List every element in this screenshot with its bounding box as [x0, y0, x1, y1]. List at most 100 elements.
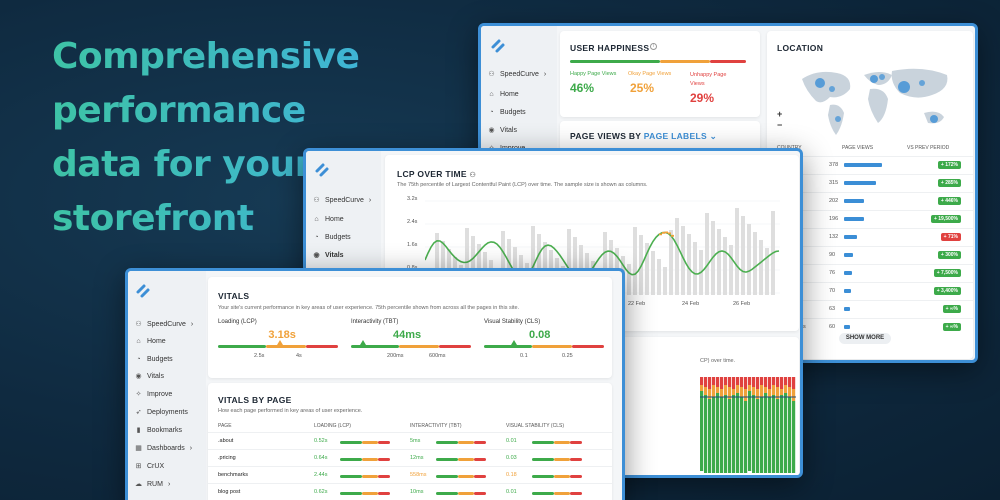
sample-column [471, 236, 475, 295]
col-page: PAGE [218, 423, 232, 429]
table-row[interactable]: .pricing 0.64s 12ms 0.03 [208, 449, 612, 465]
sidebar-item-budgets[interactable]: ◔ Budgets [135, 356, 172, 363]
users-icon: ⚇ [488, 71, 495, 78]
sidebar-item-home[interactable]: ⌂ Home [313, 216, 344, 223]
x-tick: 26 Feb [733, 301, 751, 307]
sample-column [603, 232, 607, 295]
sidebar-item-vitals[interactable]: ◉ Vitals [488, 127, 517, 134]
table-row[interactable]: .about 0.52s 5ms 0.01 [208, 432, 612, 448]
page-views-bar [844, 235, 857, 239]
chevron-down-icon[interactable]: ⌄ [706, 131, 718, 141]
zoom-out-button[interactable]: − [777, 120, 783, 130]
sidebar-item-budgets[interactable]: ◔ Budgets [488, 109, 525, 116]
change-badge: + 7,500% [933, 269, 961, 277]
sidebar-item-bookmarks[interactable]: ▮ Bookmarks [135, 427, 182, 434]
sample-column [531, 226, 535, 295]
sidebar-item-home[interactable]: ⌂ Home [135, 338, 165, 345]
stack-segment [712, 397, 716, 473]
stack-segment [768, 377, 772, 389]
rum-icon: ☁ [135, 481, 142, 488]
sample-column [675, 218, 679, 295]
sidebar-item-speedcurve[interactable]: ⚇ SpeedCurve › [313, 197, 371, 204]
sidebar-item-rum[interactable]: ☁ RUM › [135, 481, 170, 488]
sidebar-item-speedcurve[interactable]: ⚇ SpeedCurve › [135, 321, 193, 328]
tbt-mini-scale [436, 441, 486, 444]
sidebar-item-deployments[interactable]: ➶ Deployments [135, 409, 188, 416]
metric-scale [218, 345, 338, 348]
sidebar-item-label: Dashboards [147, 445, 185, 452]
sidebar-item-crux[interactable]: ⊞ CrUX [135, 463, 165, 470]
page-views-value: 63 [829, 306, 836, 312]
stack-segment [748, 377, 752, 385]
sidebar-item-speedcurve[interactable]: ⚇ SpeedCurve › [488, 71, 546, 78]
stack-segment [760, 377, 764, 385]
stack-segment [712, 385, 716, 397]
sample-column [723, 237, 727, 295]
stack-segment [792, 389, 796, 401]
vitals-by-page-title: VITALS BY PAGE [218, 395, 292, 405]
page-labels-dropdown[interactable]: PAGE LABELS [643, 131, 707, 141]
table-row[interactable]: benchmarks 2.44s 558ms 0.18 [208, 466, 612, 482]
stack-segment [732, 377, 736, 389]
sample-column [645, 243, 649, 295]
sample-column [765, 248, 769, 295]
stack-segment [724, 395, 728, 473]
sidebar-item-home[interactable]: ⌂ Home [488, 91, 518, 98]
lcp-value: 0.52s [314, 438, 328, 444]
good-segment [436, 458, 458, 461]
stack-segment [736, 385, 740, 393]
chevron-right-icon: › [543, 71, 547, 78]
sidebar-item-dashboards[interactable]: ▦ Dashboards › [135, 445, 192, 452]
show-more-button[interactable]: SHOW MORE [839, 333, 891, 344]
sidebar-item-label: SpeedCurve [325, 197, 364, 204]
stack-segment [752, 377, 756, 387]
sidebar-item-improve[interactable]: ✧ Improve [135, 391, 173, 398]
stack-segment [752, 395, 756, 473]
sidebar-item-budgets[interactable]: ◔ Budgets [313, 234, 350, 241]
sidebar-item-label: Deployments [147, 409, 188, 416]
lcp-subtitle: The 75th percentile of Largest Contentfu… [397, 182, 648, 188]
sample-column [705, 213, 709, 295]
chevron-right-icon: › [189, 445, 193, 452]
vitals-icon: ◉ [135, 373, 142, 380]
info-icon[interactable]: i [650, 43, 657, 50]
unhappy-value: 29% [690, 91, 715, 105]
stack-segment [736, 377, 740, 385]
sidebar-item-label: Home [325, 216, 344, 223]
poor-segment [378, 458, 390, 461]
world-map[interactable] [792, 61, 962, 141]
tbt-value: 5ms [410, 438, 421, 444]
location-row[interactable]: 315 + 285% [767, 174, 973, 190]
sample-column [747, 224, 751, 295]
sample-column [573, 237, 577, 295]
stacked-bar-chart[interactable] [700, 377, 796, 473]
headline-line-2: performance [52, 90, 306, 131]
stack-segment [736, 393, 740, 473]
location-row[interactable]: 132 + 71% [767, 228, 973, 244]
page-views-value: 315 [829, 180, 839, 186]
stack-segment [732, 389, 736, 395]
good-segment [340, 475, 362, 478]
page-views-bar [844, 289, 851, 293]
good-segment [340, 458, 362, 461]
sidebar-item-vitals[interactable]: ◉ Vitals [135, 373, 164, 380]
poor-segment [474, 475, 486, 478]
change-badge: + 300% [937, 251, 961, 259]
stack-segment [720, 397, 724, 473]
metric-marker [511, 340, 517, 345]
tbt-value: 558ms [410, 472, 427, 478]
vitals-by-page-subtitle: How each page performed in key areas of … [218, 408, 363, 414]
tbt-value: 12ms [410, 455, 424, 461]
table-row[interactable]: blog post 0.62s 10ms 0.01 [208, 483, 612, 499]
change-badge: + ∞% [942, 305, 961, 313]
gauge-icon: ◔ [489, 109, 494, 116]
stack-segment [768, 397, 772, 473]
sidebar-item-vitals[interactable]: ◉ Vitals [313, 252, 343, 259]
okay-segment [532, 345, 572, 348]
zoom-in-button[interactable]: + [777, 109, 783, 119]
poor-segment [570, 458, 582, 461]
poor-segment [378, 441, 390, 444]
sidebar-item-label: SpeedCurve [147, 321, 186, 328]
users-icon: ⚇ [313, 197, 320, 204]
tbt-value: 10ms [410, 489, 424, 495]
